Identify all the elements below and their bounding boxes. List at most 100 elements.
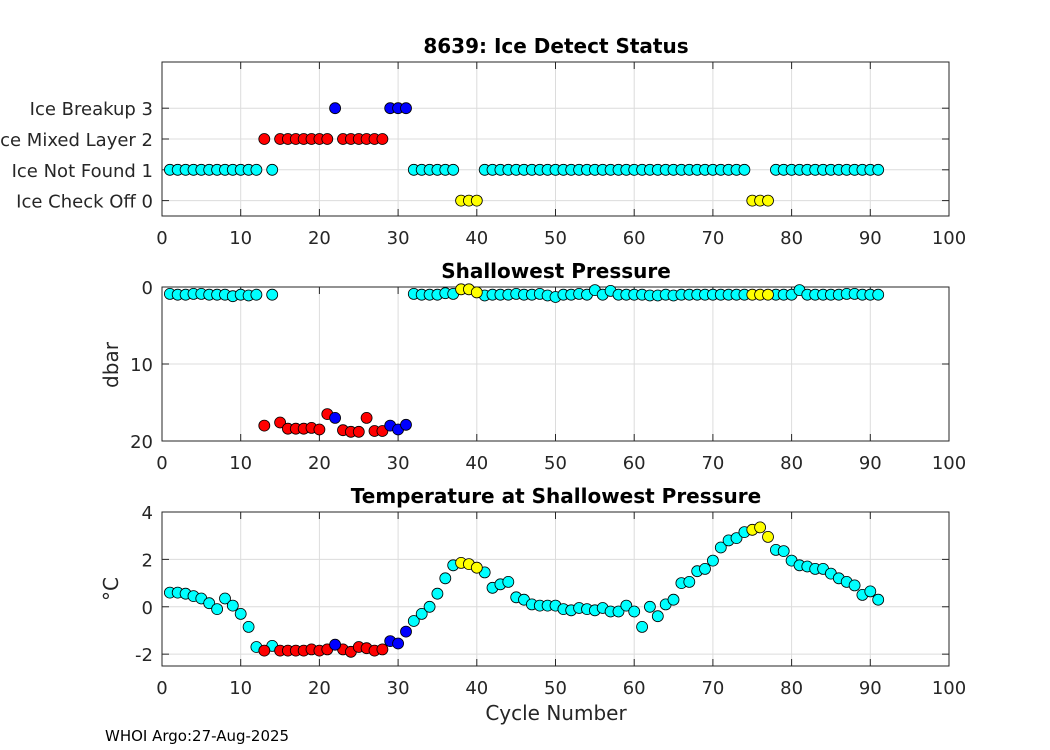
x-tick-label: 100 xyxy=(932,678,966,699)
x-tick-label: 10 xyxy=(229,228,252,249)
data-point-cyan xyxy=(777,545,790,557)
temperature-panel: Temperature at Shallowest Pressure °C Cy… xyxy=(99,484,966,725)
x-tick-label: 40 xyxy=(465,453,488,474)
x-tick-label: 0 xyxy=(156,228,167,249)
data-point-cyan xyxy=(250,288,263,301)
x-axis-label: Cycle Number xyxy=(485,701,627,725)
data-point-cyan xyxy=(699,563,711,575)
data-point-cyan xyxy=(242,621,255,633)
ice-status-title: 8639: Ice Detect Status xyxy=(423,34,688,58)
x-tick-label: 20 xyxy=(308,228,331,249)
data-point-cyan xyxy=(250,163,263,176)
data-point-cyan xyxy=(407,615,420,627)
x-tick-label: 0 xyxy=(156,453,167,474)
data-point-cyan xyxy=(423,600,436,613)
data-point-cyan xyxy=(612,605,625,618)
data-point-cyan xyxy=(667,593,680,606)
x-tick-label: 30 xyxy=(387,228,410,249)
data-point-red xyxy=(274,416,287,429)
y-tick-label: Ice Check Off 0 xyxy=(16,192,153,213)
pressure-panel: Shallowest Pressure dbar 0 10 20 30 40 50 60 70… xyxy=(99,259,966,474)
data-point-cyan xyxy=(864,585,877,598)
data-point-red xyxy=(258,419,271,432)
x-tick-label: 0 xyxy=(156,678,167,699)
x-tick-label: 50 xyxy=(544,228,567,249)
x-tick-label: 20 xyxy=(308,453,331,474)
y-tick-label: -2 xyxy=(135,645,153,666)
data-point-cyan xyxy=(620,599,633,612)
x-tick-label: 50 xyxy=(544,678,567,699)
data-point-yellow xyxy=(470,286,483,299)
data-point-cyan xyxy=(415,608,428,620)
pressure-ylabel: dbar xyxy=(99,341,123,388)
data-point-yellow xyxy=(762,194,774,207)
x-tick-label: 40 xyxy=(465,228,488,249)
x-tick-label: 80 xyxy=(780,453,803,474)
data-point-cyan xyxy=(226,599,239,612)
x-tick-label: 90 xyxy=(859,228,882,249)
x-tick-label: 10 xyxy=(229,678,252,699)
data-point-cyan xyxy=(439,572,452,585)
data-point-red xyxy=(352,425,365,438)
data-point-cyan xyxy=(738,163,751,176)
x-tick-label: 50 xyxy=(544,453,567,474)
data-point-cyan xyxy=(431,587,444,600)
x-tick-label: 60 xyxy=(623,678,646,699)
x-tick-label: 100 xyxy=(932,228,966,249)
data-point-red xyxy=(360,411,373,424)
x-tick-label: 70 xyxy=(701,453,724,474)
data-point-yellow xyxy=(754,521,766,534)
y-tick-label: 4 xyxy=(142,503,153,524)
data-point-cyan xyxy=(219,592,231,605)
data-point-yellow xyxy=(470,561,483,574)
data-point-cyan xyxy=(683,576,696,588)
data-point-yellow xyxy=(762,531,774,543)
x-tick-label: 90 xyxy=(859,453,882,474)
x-tick-label: 30 xyxy=(387,453,410,474)
pressure-title: Shallowest Pressure xyxy=(441,259,671,283)
data-point-red xyxy=(376,133,389,145)
data-point-blue xyxy=(400,102,412,115)
x-tick-label: 40 xyxy=(465,678,488,699)
y-tick-label: 0 xyxy=(142,278,153,299)
y-tick-label: 0 xyxy=(142,598,153,619)
x-tick-label: 80 xyxy=(780,228,803,249)
data-point-blue xyxy=(400,418,412,431)
data-point-blue xyxy=(329,102,342,115)
x-tick-label: 30 xyxy=(387,678,410,699)
data-point-cyan xyxy=(234,608,247,620)
data-point-cyan xyxy=(447,163,460,176)
y-tick-label: 20 xyxy=(130,432,153,453)
data-point-cyan xyxy=(211,603,224,615)
data-point-blue xyxy=(392,637,405,650)
data-point-cyan xyxy=(714,541,727,554)
temperature-title: Temperature at Shallowest Pressure xyxy=(351,484,761,508)
data-point-red xyxy=(258,133,271,145)
data-point-blue xyxy=(329,638,342,651)
y-tick-label: Ice Mixed Layer 2 xyxy=(0,130,153,151)
data-point-red xyxy=(376,643,389,656)
y-tick-label: 10 xyxy=(130,355,153,376)
y-tick-label: Ice Breakup 3 xyxy=(30,99,153,120)
footer-stamp: WHOI Argo:27-Aug-2025 xyxy=(105,727,289,745)
data-point-red xyxy=(313,423,326,436)
data-point-cyan xyxy=(628,605,641,618)
data-point-cyan xyxy=(644,600,656,613)
data-point-red xyxy=(321,133,334,145)
x-tick-label: 60 xyxy=(623,228,646,249)
data-point-cyan xyxy=(707,554,719,567)
x-tick-label: 60 xyxy=(623,453,646,474)
data-point-cyan xyxy=(651,610,664,623)
data-point-cyan xyxy=(502,576,515,588)
temperature-ylabel: °C xyxy=(99,577,123,601)
x-tick-label: 20 xyxy=(308,678,331,699)
data-point-yellow xyxy=(470,194,483,207)
data-point-cyan xyxy=(730,532,743,544)
x-tick-label: 90 xyxy=(859,678,882,699)
x-tick-label: 100 xyxy=(932,453,966,474)
data-point-cyan xyxy=(636,621,648,633)
data-point-cyan xyxy=(872,593,885,606)
y-tick-label: Ice Not Found 1 xyxy=(12,161,153,182)
data-point-blue xyxy=(329,411,342,424)
